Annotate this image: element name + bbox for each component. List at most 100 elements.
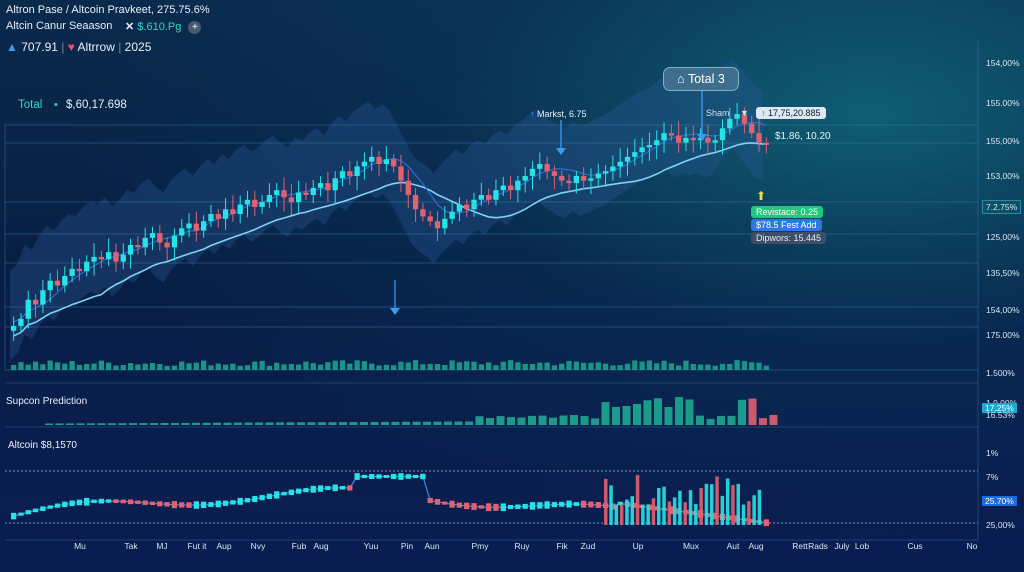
prediction-bar — [234, 422, 242, 425]
prediction-bar — [108, 423, 116, 425]
volume-bar — [135, 364, 141, 370]
x-tick-label: Aut — [726, 541, 740, 551]
volume-bar — [69, 361, 75, 370]
prediction-bar — [276, 422, 284, 425]
prediction-bar — [643, 400, 652, 425]
volume-bar — [478, 364, 484, 370]
altcoin-histogram-bar — [747, 501, 751, 525]
prediction-bar — [580, 416, 589, 425]
altcoin-candle — [303, 488, 309, 493]
altcoin-candle — [383, 474, 389, 479]
volume-bar — [91, 363, 97, 370]
total3-badge[interactable]: ⌂ Total 3 — [663, 67, 739, 91]
candle — [69, 268, 75, 276]
prediction-bar — [675, 397, 683, 425]
volume-bar — [398, 361, 404, 370]
x-tick-label: Fik — [556, 541, 568, 551]
altcoin-histogram-bar — [704, 483, 709, 525]
x-tick-label: Aun — [424, 541, 440, 551]
volume-bar — [215, 363, 221, 370]
candle — [617, 161, 623, 167]
volume-bar — [157, 364, 163, 370]
volume-bar — [719, 363, 726, 370]
price-info: $1.86, 10.20 — [775, 131, 831, 142]
candle — [215, 214, 221, 219]
candle — [25, 299, 31, 319]
prediction-bar — [412, 421, 421, 425]
altcoin-histogram-bar — [741, 504, 746, 525]
volume-bar — [252, 361, 258, 370]
volume-bar — [683, 360, 689, 370]
altcoin-title: Altcoin $8,1570 — [8, 440, 77, 451]
y-tick-label: 155,00% — [986, 136, 1020, 146]
candle — [274, 190, 280, 195]
plus-icon[interactable]: + — [188, 21, 202, 34]
prediction-bar — [696, 415, 704, 425]
altcoin-histogram-bar — [694, 504, 698, 525]
altcoin-candle — [113, 499, 119, 504]
volume-bar — [171, 365, 178, 370]
altcoin-candle — [668, 506, 674, 515]
candle — [383, 159, 389, 165]
altcoin-candle — [18, 512, 24, 516]
prediction-bar — [559, 415, 568, 425]
altcoin-candle — [391, 473, 397, 480]
prediction-bar — [370, 421, 379, 425]
x-tick-label: Yuu — [363, 541, 379, 551]
altcoin-histogram-bar — [657, 488, 661, 525]
altcoin-candle — [449, 500, 455, 508]
prediction-bar — [685, 399, 694, 425]
x-tick-label: Pmy — [471, 541, 489, 551]
altcoin-tick-label: 25,00% — [986, 520, 1015, 530]
volume-bar — [201, 360, 207, 370]
prediction-bar — [454, 421, 463, 425]
candle — [734, 114, 740, 119]
altcoin-candle — [464, 502, 470, 510]
altcoin-candle — [632, 502, 638, 508]
prediction-bar — [507, 417, 515, 425]
altcoin-candle — [559, 501, 565, 507]
volume-bar — [661, 360, 667, 370]
volume-bar — [296, 364, 302, 370]
candle — [252, 199, 258, 207]
sham-dropdown[interactable]: Sham ▼ — [706, 108, 749, 118]
volume-bar — [581, 362, 587, 370]
prediction-bar — [339, 422, 347, 425]
x-tick-label: Fut it — [187, 541, 207, 551]
year-label: 2025 — [124, 40, 152, 54]
prediction-bar — [727, 415, 736, 425]
volume-bar — [617, 365, 623, 370]
candle — [661, 133, 667, 141]
season-title: Altcin Canur Seaason — [6, 20, 113, 32]
candle — [434, 221, 441, 229]
volume-bar — [339, 360, 346, 370]
volume-bar — [98, 360, 104, 370]
y-tick-label: 1.500% — [986, 368, 1015, 378]
total3-label: Total 3 — [687, 72, 725, 86]
altcoin-candle — [11, 512, 17, 520]
x-value-badge[interactable]: ✕ $.610.Pg + — [125, 20, 202, 34]
candle — [171, 235, 178, 248]
candle — [142, 237, 148, 248]
volume-bar — [602, 363, 609, 370]
altcoin-histogram-bar — [757, 489, 762, 525]
candle — [54, 280, 61, 286]
volume-bar — [486, 362, 492, 370]
candle — [179, 228, 185, 236]
volume-bar — [690, 363, 696, 370]
volume-bar — [47, 360, 53, 370]
altcoin-candle — [478, 505, 484, 509]
volume-bar — [500, 361, 506, 370]
altcoin-candle — [201, 501, 207, 509]
candle — [712, 140, 718, 143]
volume-bar — [727, 363, 733, 370]
volume-bar — [529, 363, 536, 370]
altcoin-candle — [420, 473, 426, 480]
altcoin-candle — [595, 501, 601, 508]
prediction-bar — [66, 423, 74, 425]
prediction-bar — [528, 415, 536, 425]
candle — [420, 209, 426, 217]
prediction-bar — [538, 415, 547, 425]
prediction-bar — [465, 421, 473, 425]
